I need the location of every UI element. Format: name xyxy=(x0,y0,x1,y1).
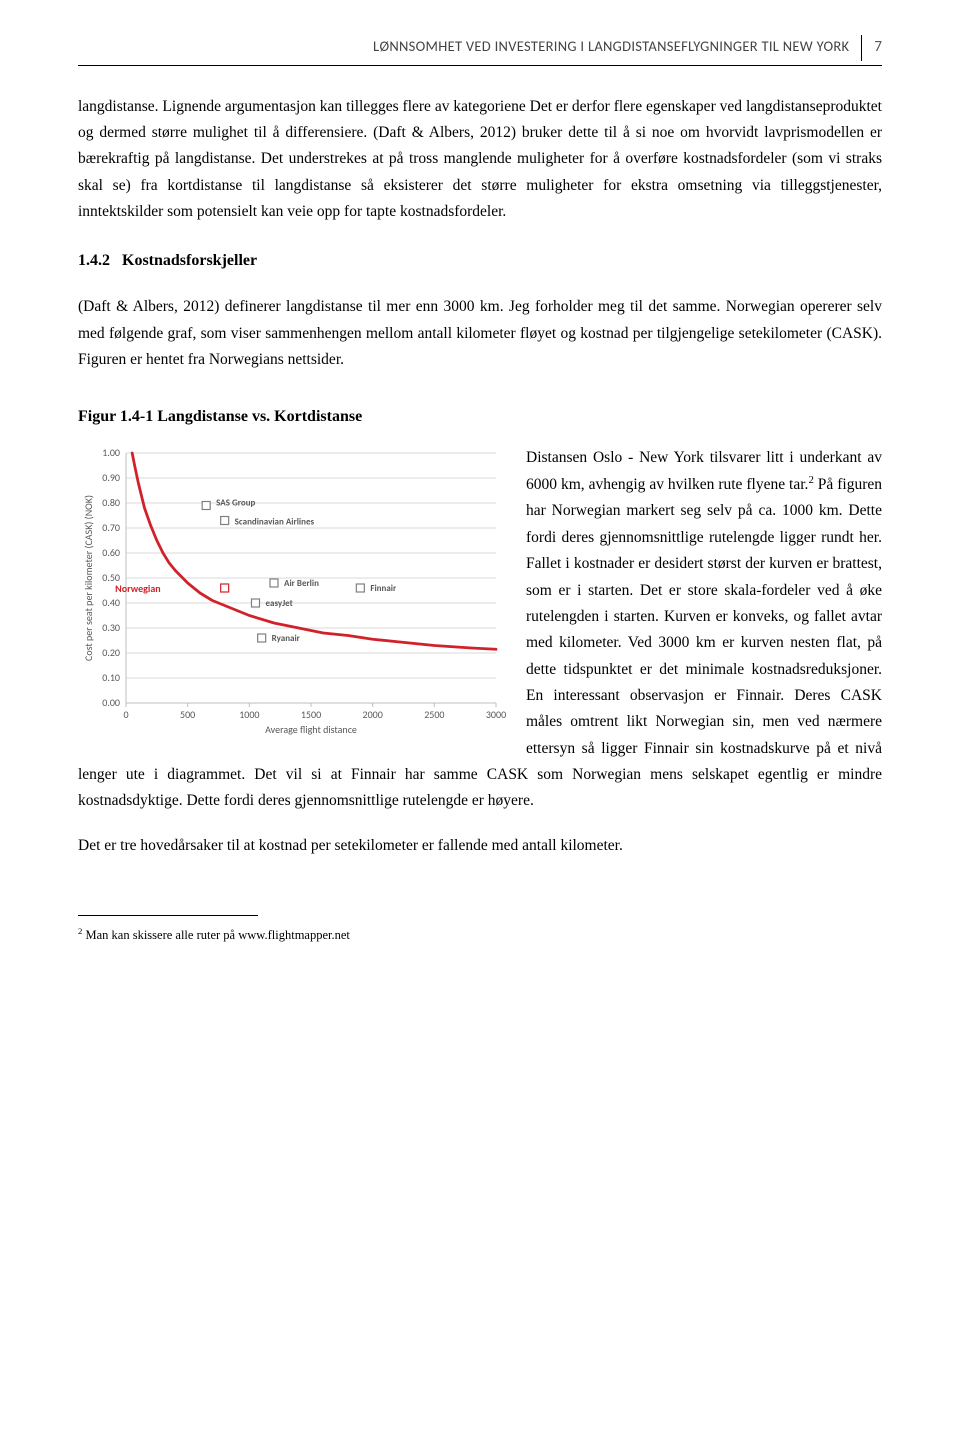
svg-text:Cost per seat per kilometer (C: Cost per seat per kilometer (CASK) (NOK) xyxy=(82,495,95,661)
svg-text:0: 0 xyxy=(123,708,128,721)
svg-text:Norwegian: Norwegian xyxy=(115,582,160,595)
header-running-title: LØNNSOMHET VED INVESTERING I LANGDISTANS… xyxy=(373,34,849,59)
svg-text:0.10: 0.10 xyxy=(102,671,120,684)
footnote: 2 Man kan skissere alle ruter på www.fli… xyxy=(78,924,882,946)
footnote-separator xyxy=(78,915,258,916)
svg-text:0.70: 0.70 xyxy=(102,521,120,534)
svg-text:0.40: 0.40 xyxy=(102,596,120,609)
svg-text:Scandinavian Airlines: Scandinavian Airlines xyxy=(235,516,315,527)
figure-caption: Figur 1.4-1 Langdistanse vs. Kortdistans… xyxy=(78,403,882,430)
header-page-number: 7 xyxy=(861,35,882,61)
paragraph-causes: Det er tre hovedårsaker til at kostnad p… xyxy=(78,833,882,859)
svg-text:0.20: 0.20 xyxy=(102,646,120,659)
figure-wrap: 0.000.100.200.300.400.500.600.700.800.90… xyxy=(78,445,882,815)
page-header: LØNNSOMHET VED INVESTERING I LANGDISTANS… xyxy=(78,34,882,66)
svg-text:3000: 3000 xyxy=(486,708,506,721)
footnote-text: Man kan skissere alle ruter på www.fligh… xyxy=(82,928,350,942)
svg-text:Air Berlin: Air Berlin xyxy=(284,578,319,589)
section-heading: 1.4.2 Kostnadsforskjeller xyxy=(78,247,882,274)
svg-text:500: 500 xyxy=(180,708,195,721)
section-number: 1.4.2 xyxy=(78,252,110,269)
svg-text:Ryanair: Ryanair xyxy=(272,633,301,644)
svg-text:0.80: 0.80 xyxy=(102,496,120,509)
svg-text:1500: 1500 xyxy=(301,708,321,721)
cask-chart-svg: 0.000.100.200.300.400.500.600.700.800.90… xyxy=(78,445,508,740)
paragraph-section-intro: (Daft & Albers, 2012) definerer langdist… xyxy=(78,294,882,373)
svg-text:Finnair: Finnair xyxy=(370,583,397,594)
svg-text:1.00: 1.00 xyxy=(102,446,120,459)
svg-text:2500: 2500 xyxy=(424,708,444,721)
svg-text:0.00: 0.00 xyxy=(102,696,120,709)
cask-chart: 0.000.100.200.300.400.500.600.700.800.90… xyxy=(78,445,508,740)
section-title: Kostnadsforskjeller xyxy=(122,252,257,269)
svg-text:Average flight distance: Average flight distance xyxy=(265,723,357,736)
svg-text:SAS Group: SAS Group xyxy=(216,497,255,508)
svg-text:0.90: 0.90 xyxy=(102,471,120,484)
svg-text:easyJet: easyJet xyxy=(266,598,293,609)
paragraph-intro: langdistanse. Lignende argumentasjon kan… xyxy=(78,94,882,226)
svg-text:1000: 1000 xyxy=(239,708,259,721)
svg-text:0.60: 0.60 xyxy=(102,546,120,559)
svg-text:2000: 2000 xyxy=(363,708,383,721)
svg-text:0.30: 0.30 xyxy=(102,621,120,634)
